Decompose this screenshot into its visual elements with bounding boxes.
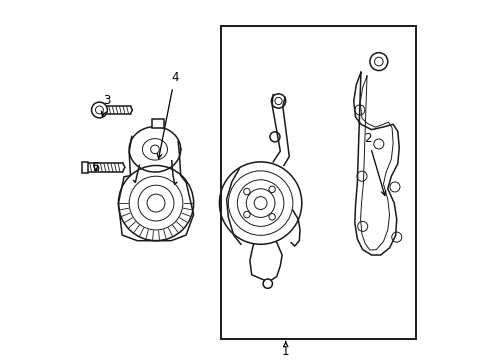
Text: 1: 1 [282,345,289,357]
Bar [152,119,164,128]
Bar [221,26,416,339]
Text: 4: 4 [157,71,178,158]
Circle shape [91,102,107,118]
Circle shape [369,53,387,71]
Text: 5: 5 [92,161,100,174]
Text: 3: 3 [101,94,110,116]
Bar [81,162,88,173]
Text: 2: 2 [364,132,385,195]
